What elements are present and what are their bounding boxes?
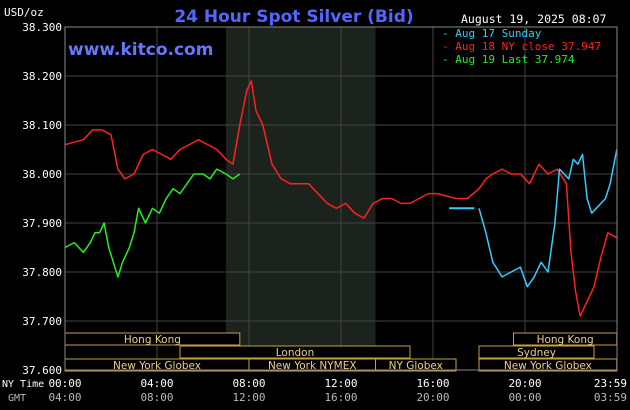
x-tick-label-gmt: 00:00	[508, 391, 541, 404]
x-tick-label-gmt: 16:00	[324, 391, 357, 404]
y-tick-label: 37.900	[22, 217, 62, 230]
session-label: London	[276, 347, 315, 359]
x-tick-label-gmt: 20:00	[416, 391, 449, 404]
session-bar	[375, 358, 457, 372]
y-tick-label: 38.000	[22, 168, 62, 181]
y-tick-label: 37.600	[22, 364, 62, 377]
legend-entry-aug19: - Aug 19 Last 37.974	[442, 53, 575, 66]
highlight-band	[226, 27, 376, 370]
x-tick-label-ny: 20:00	[508, 377, 541, 390]
session-label: Hong Kong	[537, 334, 594, 346]
timestamp: August 19, 2025 08:07	[461, 12, 606, 26]
session-label: NY Globex	[389, 360, 443, 372]
x-axis-label-ny: NY Time	[2, 379, 44, 390]
series-line	[478, 149, 618, 288]
y-tick-labels: 38.300 38.200 38.100 38.000 37.900 37.800 37.7…	[22, 21, 62, 377]
session-label: Hong Kong	[124, 334, 181, 346]
x-tick-label-ny: 12:00	[324, 377, 357, 390]
session-bar	[179, 345, 411, 359]
x-tick-label-ny: 16:00	[416, 377, 449, 390]
series-line	[64, 80, 457, 219]
chart-title: 24 Hour Spot Silver (Bid)	[174, 7, 413, 27]
series-line	[456, 163, 618, 317]
series-line	[64, 168, 241, 278]
x-tick-label-ny: 23:59	[594, 377, 627, 390]
x-tick-label-ny: 08:00	[232, 377, 265, 390]
x-tick-label-gmt: 12:00	[232, 391, 265, 404]
x-tick-label-gmt: 03:59	[594, 391, 627, 404]
x-tick-label-ny: 04:00	[140, 377, 173, 390]
session-bar	[478, 345, 595, 359]
y-tick-label: 38.300	[22, 21, 62, 34]
series-lines	[64, 80, 618, 317]
session-label: Sydney	[517, 347, 556, 359]
plot-frame	[64, 26, 618, 371]
session-label: New York Globex	[504, 360, 592, 372]
y-tick-label: 37.700	[22, 315, 62, 328]
watermark: www.kitco.com	[68, 40, 213, 60]
y-tick-label: 38.200	[22, 70, 62, 83]
x-tick-label-ny: 00:00	[48, 377, 81, 390]
y-unit-label: USD/oz	[4, 6, 44, 19]
session-label: New York Globex	[113, 360, 201, 372]
x-tick-label-gmt: 08:00	[140, 391, 173, 404]
x-tick-label-gmt: 04:00	[48, 391, 81, 404]
legend-entry-aug18: - Aug 18 NY close 37.947	[442, 40, 601, 53]
y-tick-label: 38.100	[22, 119, 62, 132]
legend: - Aug 17 Sunday - Aug 18 NY close 37.947…	[442, 27, 601, 66]
legend-entry-aug17: - Aug 17 Sunday	[442, 27, 542, 40]
session-bars: Hong Kong London New York Globex New York N…	[64, 332, 618, 372]
x-tick-labels: 00:0004:0004:0008:0008:0012:0012:0016:00…	[48, 377, 627, 404]
session-label: New York NYMEX	[268, 360, 357, 372]
y-tick-label: 37.800	[22, 266, 62, 279]
x-axis-label-gmt: GMT	[8, 393, 26, 404]
